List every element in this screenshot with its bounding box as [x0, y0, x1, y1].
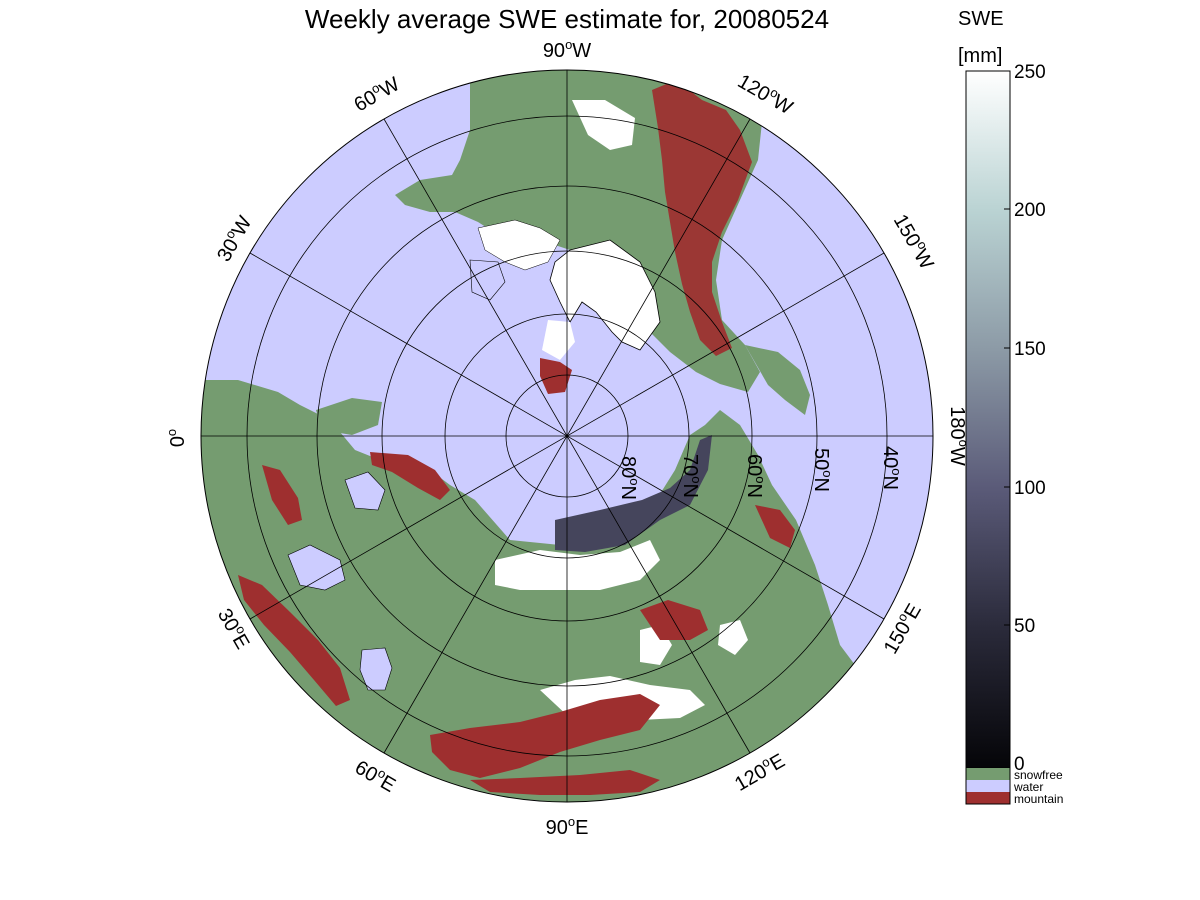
tick-label-250: 250 [1014, 62, 1046, 83]
landmass-scandinavia [316, 398, 382, 435]
tick-label-50: 50 [1014, 616, 1035, 637]
graticule [201, 70, 933, 802]
mountain-rockies [652, 80, 752, 356]
lon-label-0: 0o [164, 429, 189, 447]
mountain-tibet [470, 770, 660, 795]
canadian-snow-patch [572, 100, 635, 150]
map-title: Weekly average SWE estimate for, 2008052… [305, 4, 829, 34]
colorbar-water-swatch [966, 780, 1010, 792]
tick-label-200: 200 [1014, 200, 1046, 221]
lon-label-120w: 120oW [734, 68, 798, 119]
colorbar-ticks [1004, 70, 1010, 626]
category-label-snowfree: snowfree [1014, 768, 1063, 782]
lon-label-60w: 60oW [349, 71, 403, 117]
arctic-archipelago-snow [477, 219, 561, 271]
lat-label-80n: 80oN [617, 456, 642, 500]
category-label-mountain: mountain [1014, 792, 1063, 806]
meridian-150w-30e [249, 252, 885, 620]
mountain-siberia-east [640, 600, 708, 640]
baltic-sea [344, 471, 386, 511]
colorbar-frame [965, 70, 1011, 805]
mountain-alps-caucasus [238, 575, 350, 706]
lon-label-150w: 150oW [889, 209, 940, 273]
lon-label-90e: 90oE [546, 814, 589, 839]
colorbar-gradient [965, 70, 1011, 769]
colorbar-snowfree-swatch [966, 768, 1010, 780]
mountain-iberia [262, 465, 302, 525]
polar-map [201, 70, 933, 802]
lon-label-60e: 60oE [351, 754, 401, 797]
mountain-kamchatka [755, 505, 795, 548]
tick-label-0: 0 [1014, 754, 1025, 775]
siberian-swe-dark [555, 435, 712, 552]
landmass-alaska [745, 345, 810, 415]
tick-label-150: 150 [1014, 339, 1046, 360]
lon-label-180w: 180oW [946, 406, 971, 466]
tick-label-100: 100 [1014, 478, 1046, 499]
mountain-scandes [370, 452, 450, 500]
lat-label-70n: 70oN [679, 454, 704, 498]
siberian-snow [495, 540, 660, 590]
lat-label-40n: 40oN [879, 446, 904, 490]
colorbar-label-swe: SWE [958, 8, 1004, 30]
category-label-water: water [1013, 780, 1043, 794]
map-boundary [200, 69, 934, 803]
hudson-bay [469, 259, 506, 301]
lon-label-90w: 90oW [543, 37, 591, 62]
colorbar-mountain-swatch [966, 792, 1010, 804]
colorbar-label-unit: [mm] [958, 45, 1002, 67]
colorbar: SWE [mm] 250 200 150 100 50 0 snowfree w… [958, 8, 1063, 806]
caspian-sea [359, 647, 393, 691]
central-asia-snow-3 [718, 620, 748, 655]
black-sea [287, 544, 346, 591]
mountain-himalaya [430, 694, 660, 778]
lat-label-50n: 50oN [810, 448, 835, 492]
lat-label-60n: 60oN [743, 454, 768, 498]
